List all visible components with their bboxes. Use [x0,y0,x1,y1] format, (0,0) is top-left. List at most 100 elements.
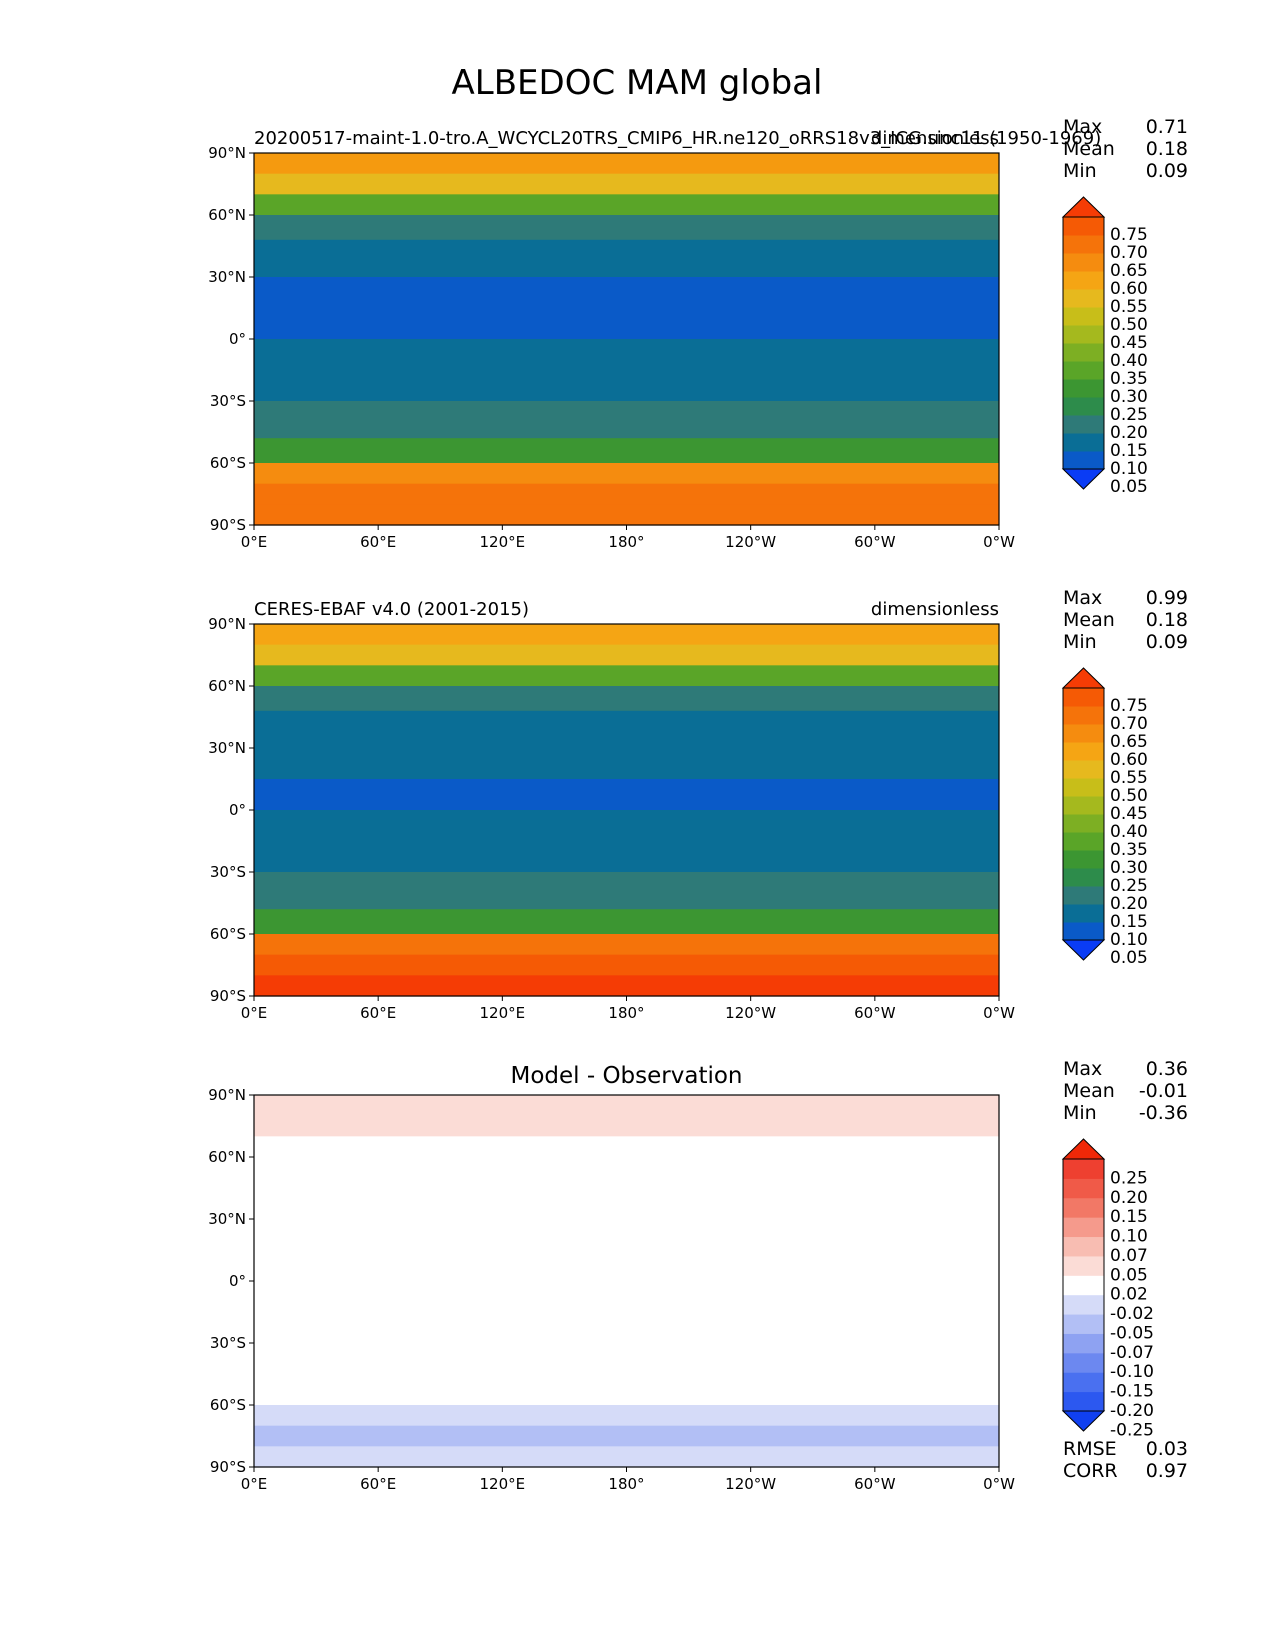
x-tick-label: 120°E [480,1475,526,1493]
y-tick-label: 60°S [210,1396,246,1414]
x-tick-label: 0°E [241,1475,268,1493]
map-band [254,1343,999,1381]
colorbar-label: 0.40 [1110,822,1148,842]
colorbar-label: 0.60 [1110,279,1148,299]
colorbar-swatch [1063,1352,1104,1373]
map-band [254,215,999,241]
map-band [254,239,999,278]
x-tick-label: 120°E [480,1004,526,1022]
colorbar-label: 0.15 [1110,441,1148,461]
stat-label: Min [1063,160,1097,182]
x-tick-label: 0°W [983,1475,1015,1493]
panel-2: 90°N 60°N 30°N 0° 30°S 60°S 90°S0°E 60°E 120°E 18… [208,587,1188,1022]
colorbar-label: 0.50 [1110,315,1148,335]
colorbar-swatch [1063,235,1104,254]
panel-1: 90°N 60°N 30°N 0° 30°S 60°S 90°S0°E 60°E 120°E 18… [208,116,1188,551]
colorbar-swatch [1063,832,1104,851]
map-band [254,810,999,842]
colorbar-label: 0.07 [1110,1246,1148,1266]
colorbar-label: -0.25 [1110,1420,1154,1440]
colorbar-label: 0.10 [1110,459,1148,479]
map-band [254,975,999,997]
colorbar-label: 0.75 [1110,225,1148,245]
y-tick-label: 0° [229,801,246,819]
colorbar-label: -0.15 [1110,1382,1154,1402]
colorbar-label: 0.55 [1110,297,1148,317]
y-tick-label: 0° [229,1272,246,1290]
stat-value: 0.18 [1146,609,1188,631]
map-band [254,1095,999,1117]
stat-value: 0.36 [1146,1058,1188,1080]
y-tick-label: 30°N [208,739,246,757]
stat-value: 0.09 [1146,631,1188,653]
colorbar-swatch [1063,868,1104,887]
colorbar-swatch [1063,343,1104,362]
colorbar-swatch [1063,253,1104,272]
panel-center-title: Model - Observation [510,1063,742,1089]
stat-value: -0.36 [1139,1102,1188,1124]
x-tick-label: 60°E [360,533,396,551]
colorbar-swatch [1063,397,1104,416]
map-band [254,308,999,340]
colorbar-swatch [1063,1314,1104,1334]
panel-subtitle-right: dimensionless [871,128,999,149]
stat-value: 0.09 [1146,160,1188,182]
x-tick-label: 180° [608,533,644,551]
y-tick-label: 30°S [210,392,246,410]
colorbar-label: 0.15 [1110,1207,1148,1227]
map-band [254,173,999,195]
y-tick-label: 60°S [210,454,246,472]
colorbar-label: 0.15 [1110,912,1148,932]
colorbar-swatch [1063,1178,1104,1199]
map-band [254,624,999,646]
y-tick-label: 60°N [208,1148,246,1166]
x-tick-label: 60°W [854,1004,896,1022]
colorbar-label: 0.10 [1110,1227,1148,1247]
colorbar-swatch [1063,451,1104,470]
y-tick-label: 30°S [210,1334,246,1352]
stat-label: Mean [1063,1080,1115,1102]
y-tick-label: 90°N [208,615,246,633]
map-band [254,277,999,309]
colorbar-frame [1062,216,1105,470]
map-band [254,438,999,464]
colorbar-swatch [1063,433,1104,452]
y-tick-label: 90°S [210,516,246,534]
colorbar-label: 0.50 [1110,786,1148,806]
colorbar-swatch [1063,1217,1104,1238]
y-tick-label: 30°N [208,268,246,286]
colorbar-swatch [1063,1255,1104,1276]
x-tick-label: 120°E [480,533,526,551]
colorbar-label: 0.35 [1110,840,1148,860]
x-tick-label: 0°W [983,533,1015,551]
stat-value: 0.97 [1146,1460,1188,1482]
colorbar-swatch [1063,778,1104,797]
colorbar-label: 0.35 [1110,369,1148,389]
colorbar-label: 0.45 [1110,333,1148,353]
colorbar-label: 0.05 [1110,1265,1148,1285]
stat-label: Max [1063,116,1102,138]
colorbar-label: 0.75 [1110,696,1148,716]
colorbar-swatch [1063,217,1104,236]
stat-label: RMSE [1063,1438,1117,1460]
colorbar-swatch [1063,415,1104,434]
map-band [254,1115,999,1137]
colorbar-swatch [1063,1197,1104,1218]
y-tick-label: 0° [229,330,246,348]
colorbar-extend-high [1061,196,1106,218]
map-band [254,872,999,910]
colorbar-label: 0.02 [1110,1285,1148,1305]
colorbar-swatch [1063,1391,1104,1412]
colorbar-label: 0.25 [1110,876,1148,896]
x-tick-label: 60°W [854,1475,896,1493]
colorbar-label: -0.20 [1110,1401,1154,1421]
map-band [254,710,999,749]
colorbar-label: 0.20 [1110,423,1148,443]
stat-value: 0.99 [1146,587,1188,609]
y-tick-label: 90°N [208,144,246,162]
map-band [254,339,999,371]
panel-subtitle-left: 20200517-maint-1.0-tro.A_WCYCL20TRS_CMIP… [254,128,1101,149]
x-tick-label: 120°W [725,1004,776,1022]
map-band [254,153,999,175]
y-tick-label: 90°N [208,1086,246,1104]
